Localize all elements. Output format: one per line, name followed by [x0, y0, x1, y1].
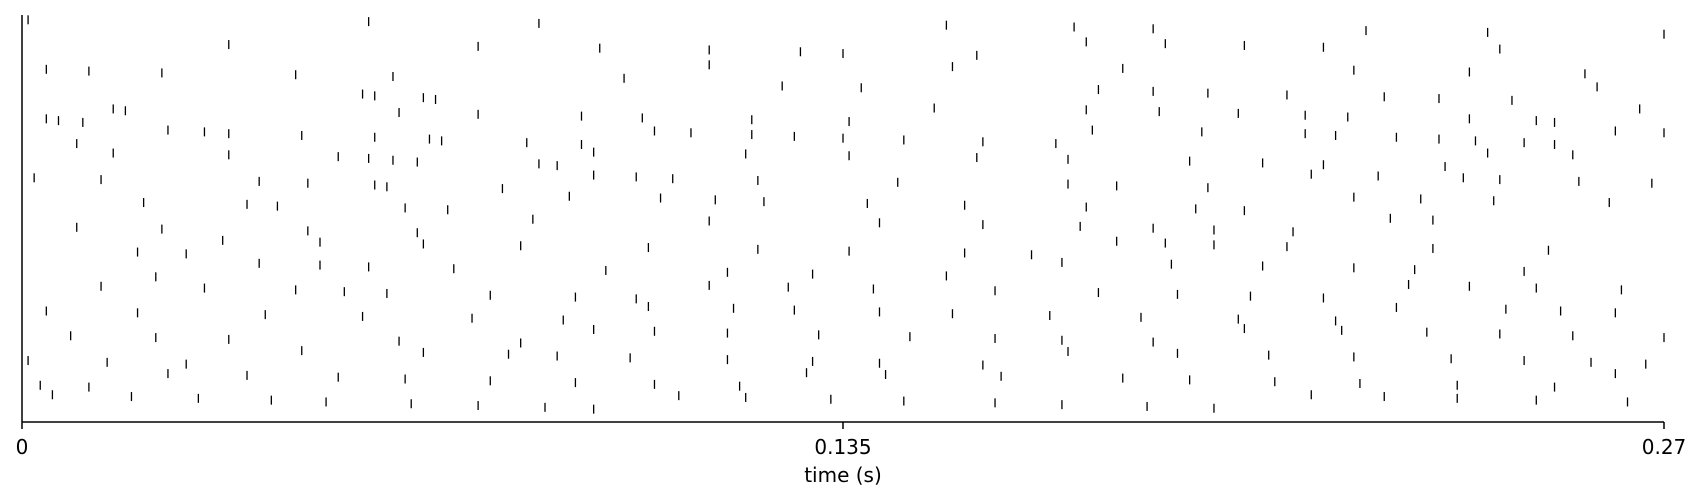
x-tick-label: 0	[16, 435, 29, 459]
x-tick-label: 0.135	[814, 435, 871, 459]
x-axis-label: time (s)	[804, 463, 882, 487]
spike-marks	[27, 15, 1665, 414]
x-tick-label: 0.27	[1642, 435, 1687, 459]
x-axis-ticks: 0 0.135 0.27	[16, 422, 1687, 459]
